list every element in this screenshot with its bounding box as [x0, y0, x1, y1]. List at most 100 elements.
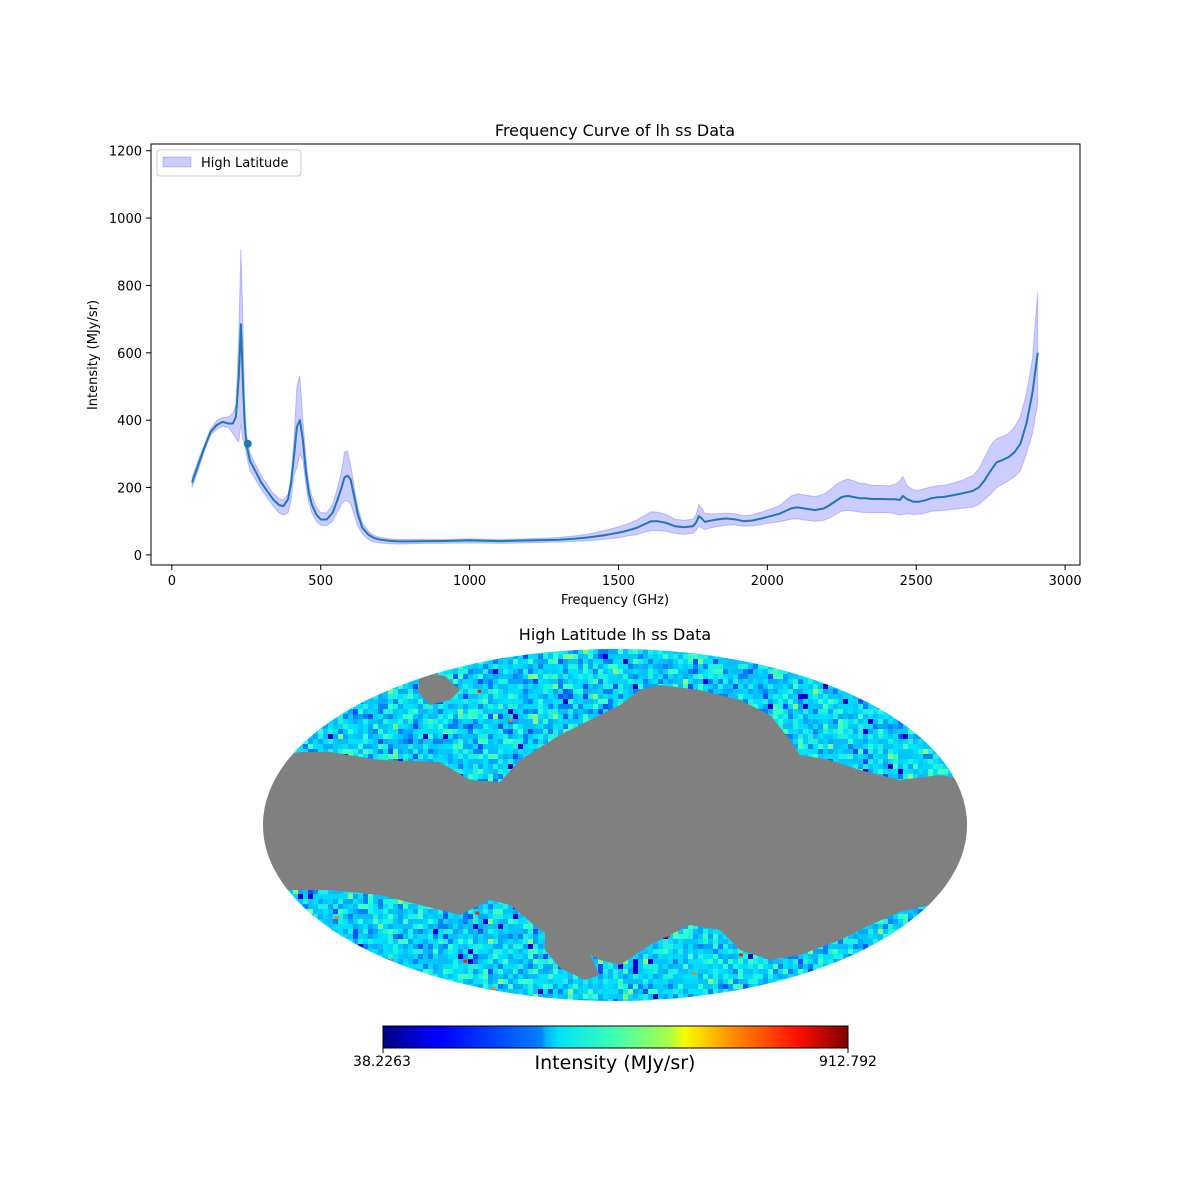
map-pixel — [808, 659, 813, 664]
map-pixel — [273, 744, 278, 749]
map-pixel — [428, 654, 433, 659]
map-pixel — [593, 709, 598, 714]
map-pixel — [843, 709, 848, 714]
map-pixel — [383, 674, 388, 679]
map-pixel — [613, 654, 618, 659]
map-pixel — [758, 654, 763, 659]
map-pixel — [733, 679, 738, 684]
map-pixel — [828, 659, 833, 664]
x-tick-label: 0 — [168, 574, 176, 589]
map-pixel — [953, 709, 958, 714]
map-pixel — [503, 674, 508, 679]
map-pixel — [268, 649, 273, 654]
map-pixel — [938, 669, 943, 674]
map-pixel — [558, 704, 563, 709]
map-pixel — [433, 749, 438, 754]
map-pixel — [828, 694, 833, 699]
map-pixel — [953, 704, 958, 709]
map-pixel — [798, 699, 803, 704]
y-tick-label: 1000 — [109, 212, 142, 227]
map-pixel — [368, 659, 373, 664]
map-pixel — [458, 769, 463, 774]
map-pixel — [568, 719, 573, 724]
map-pixel — [573, 649, 578, 654]
map-pixel — [783, 659, 788, 664]
map-pixel — [343, 724, 348, 729]
map-pixel — [813, 724, 818, 729]
map-pixel — [768, 704, 773, 709]
map-pixel — [748, 679, 753, 684]
map-pixel — [623, 689, 628, 694]
map-pixel — [483, 714, 488, 719]
map-pixel — [573, 684, 578, 689]
map-pixel — [408, 649, 413, 654]
map-pixel — [333, 684, 338, 689]
map-pixel — [848, 704, 853, 709]
map-pixel — [728, 694, 733, 699]
map-pixel — [958, 734, 963, 739]
map-pixel — [833, 734, 838, 739]
map-pixel — [398, 699, 403, 704]
map-pixel — [558, 694, 563, 699]
map-pixel — [918, 674, 923, 679]
map-pixel — [958, 779, 963, 784]
map-pixel — [878, 669, 883, 674]
map-pixel — [543, 684, 548, 689]
map-pixel — [928, 709, 933, 714]
map-pixel — [518, 674, 523, 679]
map-pixel — [483, 659, 488, 664]
map-pixel — [278, 704, 283, 709]
map-pixel — [458, 694, 463, 699]
map-pixel — [783, 729, 788, 734]
map-pixel — [603, 669, 608, 674]
map-pixel — [338, 704, 343, 709]
map-pixel — [508, 649, 513, 654]
map-pixel — [483, 649, 488, 654]
map-pixel — [548, 694, 553, 699]
map-pixel — [888, 659, 893, 664]
map-pixel — [888, 689, 893, 694]
map-pixel — [618, 694, 623, 699]
map-pixel — [848, 694, 853, 699]
map-pixel — [958, 694, 963, 699]
map-pixel — [433, 739, 438, 744]
map-pixel — [843, 714, 848, 719]
map-pixel — [368, 744, 373, 749]
map-pixel — [358, 739, 363, 744]
map-pixel — [483, 734, 488, 739]
map-pixel — [288, 744, 293, 749]
map-pixel — [363, 729, 368, 734]
map-pixel — [808, 669, 813, 674]
map-pixel — [313, 744, 318, 749]
map-pixel — [673, 654, 678, 659]
map-pixel — [943, 654, 948, 659]
map-pixel — [478, 664, 483, 669]
map-pixel — [308, 684, 313, 689]
map-pixel — [963, 769, 967, 774]
map-pixel — [493, 699, 498, 704]
map-pixel — [778, 699, 783, 704]
map-pixel — [948, 734, 953, 739]
map-pixel — [273, 699, 278, 704]
map-pixel — [838, 669, 843, 674]
map-pixel — [373, 649, 378, 654]
map-pixel — [343, 704, 348, 709]
map-pixel — [813, 739, 818, 744]
map-pixel — [323, 649, 328, 654]
map-pixel — [298, 709, 303, 714]
map-pixel — [373, 704, 378, 709]
map-pixel — [543, 654, 548, 659]
map-pixel — [838, 694, 843, 699]
map-pixel — [788, 699, 793, 704]
map-pixel — [343, 694, 348, 699]
map-pixel — [813, 689, 818, 694]
map-pixel — [273, 674, 278, 679]
map-pixel — [848, 739, 853, 744]
map-pixel — [923, 664, 928, 669]
map-pixel — [458, 654, 463, 659]
map-pixel — [293, 674, 298, 679]
map-pixel — [608, 649, 613, 654]
map-pixel — [948, 739, 953, 744]
map-pixel — [613, 659, 618, 664]
map-pixel — [523, 744, 528, 749]
